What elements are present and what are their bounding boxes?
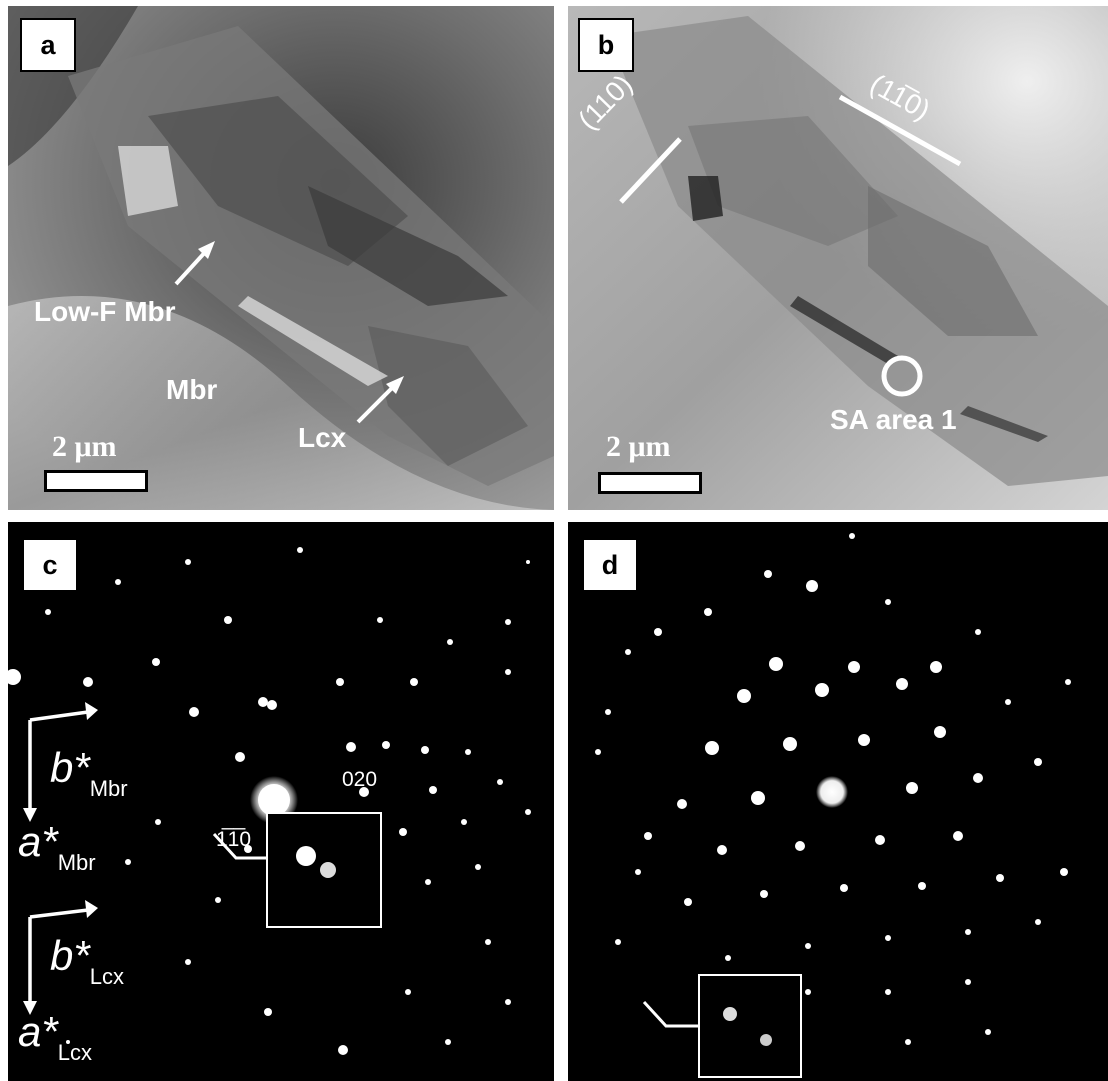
index-020: 020: [342, 768, 378, 791]
panel-d-reflections: [595, 533, 1071, 1045]
panel-d-spots: [595, 533, 1071, 1045]
panel-a-micrograph: [8, 6, 554, 510]
panel-b-tem-image: b (110) (11̅0) SA area 1 2 μm: [568, 6, 1108, 510]
panel-d-label: d: [582, 538, 638, 592]
sa-area-label: SA area 1: [830, 404, 957, 435]
panel-c-spots: [8, 547, 531, 1055]
panel-a-scale-text: 2 μm: [52, 430, 117, 463]
panel-c-inset: [266, 812, 382, 928]
panel-a-tem-image: a Low-F Mbr Mbr Lcx 2 μm: [8, 6, 554, 510]
panel-a-scale-bar: [44, 470, 148, 492]
lcx-label: Lcx: [298, 422, 347, 453]
panel-c-diffraction-pattern: c 020 1̅1̅0 110 200 b*Mbr a*Mbr b*Lcx a*…: [8, 522, 554, 1081]
mbr-label: Mbr: [166, 374, 218, 405]
panel-d-inset: [698, 974, 802, 1078]
panel-d-inset-spots: [723, 1007, 772, 1046]
panel-c-axes: [23, 702, 98, 1015]
panel-b-label: b: [578, 18, 634, 72]
panel-d-diffraction-pattern: d: [568, 522, 1108, 1081]
panel-c-label: c: [22, 538, 78, 592]
panel-a-arrows: [174, 241, 404, 424]
panel-c-reflections: [8, 547, 531, 1055]
panel-c-inset-spots: [296, 846, 336, 878]
axis-b-star-mbr: b*Mbr: [50, 744, 128, 801]
axis-a-star-mbr: a*Mbr: [18, 818, 96, 875]
panel-b-scale-bar: [598, 472, 702, 494]
axis-b-star-lcx: b*Lcx: [50, 932, 124, 989]
low-f-mbr-label: Low-F Mbr: [34, 296, 176, 327]
panel-a-label: a: [20, 18, 76, 72]
panel-b-scale-text: 2 μm: [606, 430, 671, 463]
index-1-10: 1̅1̅0: [216, 828, 252, 851]
panel-b-micrograph: [568, 6, 1108, 510]
axis-a-star-lcx: a*Lcx: [18, 1008, 92, 1065]
